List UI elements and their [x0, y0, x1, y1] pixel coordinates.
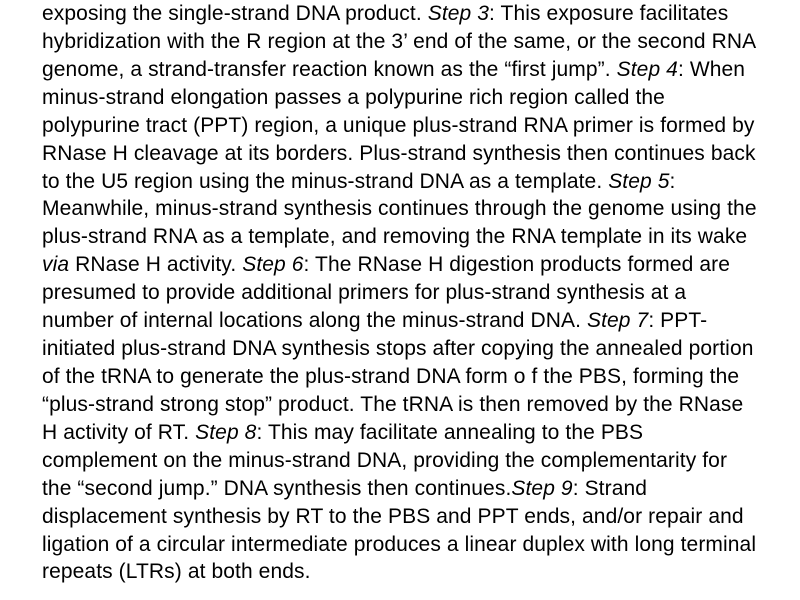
step-label: Step 6: [242, 253, 303, 276]
step-label: Step 9: [511, 477, 572, 500]
text-run: RNase H activity.: [69, 253, 242, 276]
document-page: exposing the single-strand DNA product. …: [0, 0, 800, 600]
step-label: Step 8: [195, 421, 256, 444]
step-label: Step 5: [608, 170, 669, 193]
body-paragraph: exposing the single-strand DNA product. …: [42, 0, 758, 586]
step-label: Step 7: [587, 309, 648, 332]
step-label: Step 3: [428, 2, 489, 25]
italic-term: via: [42, 253, 69, 276]
step-label: Step 4: [617, 58, 678, 81]
text-run: exposing the single-strand DNA product.: [42, 2, 428, 25]
